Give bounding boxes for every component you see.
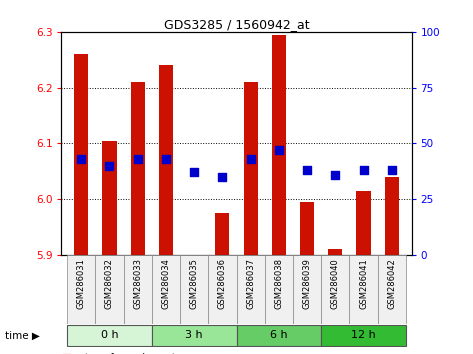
Point: [105, 163, 113, 169]
Bar: [152, 255, 180, 324]
Bar: [74, 54, 88, 255]
Bar: [293, 255, 321, 324]
Point: [190, 170, 198, 175]
Text: transformed count: transformed count: [85, 353, 176, 354]
Bar: [300, 202, 314, 255]
Bar: [131, 82, 145, 255]
Text: 6 h: 6 h: [270, 330, 288, 341]
Bar: [321, 325, 406, 346]
Bar: [215, 213, 229, 255]
Text: GSM286036: GSM286036: [218, 258, 227, 309]
Bar: [350, 255, 377, 324]
Bar: [123, 255, 152, 324]
Bar: [103, 141, 116, 255]
Bar: [152, 325, 236, 346]
Text: GSM286038: GSM286038: [274, 258, 283, 309]
Bar: [357, 191, 370, 255]
Bar: [180, 255, 208, 324]
Text: GSM286035: GSM286035: [190, 258, 199, 309]
Point: [219, 174, 226, 179]
Title: GDS3285 / 1560942_at: GDS3285 / 1560942_at: [164, 18, 309, 31]
Point: [275, 147, 283, 153]
Bar: [244, 82, 258, 255]
Bar: [385, 177, 399, 255]
Point: [247, 156, 254, 162]
Bar: [67, 325, 152, 346]
Text: GSM286033: GSM286033: [133, 258, 142, 309]
Text: GSM286042: GSM286042: [387, 258, 396, 309]
Bar: [159, 65, 173, 255]
Point: [332, 172, 339, 177]
Text: GSM286034: GSM286034: [161, 258, 170, 309]
Text: 12 h: 12 h: [351, 330, 376, 341]
Point: [303, 167, 311, 173]
Point: [78, 156, 85, 162]
Bar: [236, 325, 321, 346]
Point: [388, 167, 395, 173]
Bar: [96, 255, 123, 324]
Bar: [321, 255, 350, 324]
Bar: [208, 255, 236, 324]
Text: GSM286037: GSM286037: [246, 258, 255, 309]
Bar: [272, 35, 286, 255]
Bar: [377, 255, 406, 324]
Point: [360, 167, 368, 173]
Point: [134, 156, 141, 162]
Bar: [67, 255, 96, 324]
Text: GSM286040: GSM286040: [331, 258, 340, 309]
Text: GSM286041: GSM286041: [359, 258, 368, 309]
Point: [162, 156, 170, 162]
Text: ■: ■: [61, 353, 72, 354]
Text: 3 h: 3 h: [185, 330, 203, 341]
Text: GSM286032: GSM286032: [105, 258, 114, 309]
Bar: [328, 249, 342, 255]
Bar: [236, 255, 265, 324]
Bar: [265, 255, 293, 324]
Text: GSM286039: GSM286039: [303, 258, 312, 309]
Text: time ▶: time ▶: [5, 330, 40, 341]
Text: GSM286031: GSM286031: [77, 258, 86, 309]
Text: 0 h: 0 h: [101, 330, 118, 341]
